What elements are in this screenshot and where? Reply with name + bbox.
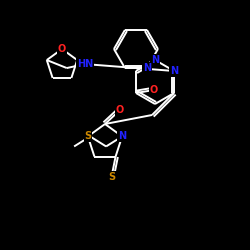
Text: S: S: [108, 172, 115, 181]
Text: O: O: [58, 44, 66, 54]
Text: O: O: [150, 85, 158, 95]
Text: N: N: [151, 55, 159, 65]
Text: N: N: [170, 66, 178, 76]
Text: HN: HN: [77, 59, 93, 69]
Text: N: N: [143, 63, 151, 73]
Text: O: O: [116, 105, 124, 115]
Text: N: N: [118, 132, 126, 141]
Text: S: S: [84, 132, 92, 141]
